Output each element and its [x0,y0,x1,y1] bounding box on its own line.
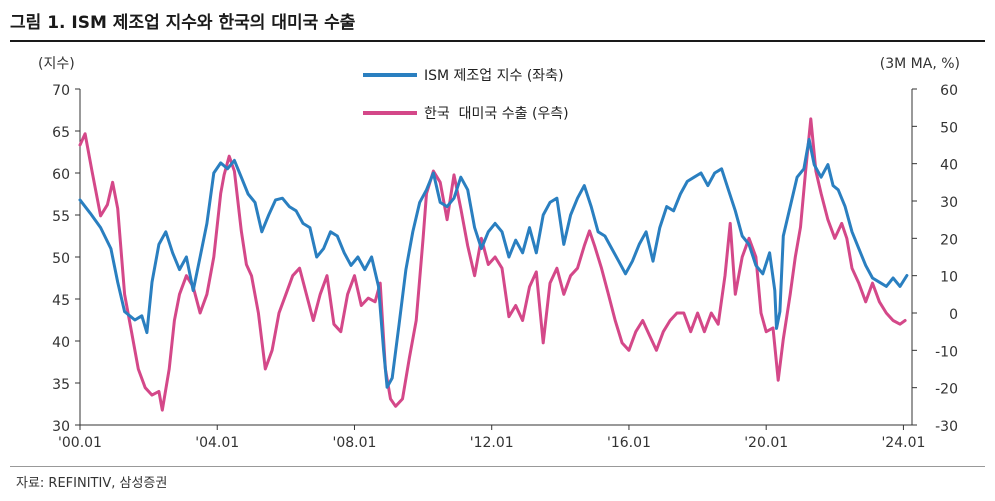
x-axis-ticks: '00.01 '04.01 '08.01 '12.01 '16.01 '20.01 '24.… [58,425,925,451]
left-tick-label: 45 [52,293,70,309]
right-tick-label: 60 [940,83,958,99]
right-tick-label: 0 [949,307,958,323]
left-tick-label: 35 [52,377,70,393]
x-tick-label: '08.01 [333,435,377,451]
x-tick-label: '24.01 [881,435,925,451]
source-note: 자료: REFINITIV, 삼성증권 [16,476,168,491]
legend: ISM 제조업 지수 (좌축) 한국 대미국 수출 (우측) [363,68,569,122]
legend-label-korea-exports: 한국 대미국 수출 (우측) [424,106,569,122]
left-tick-label: 70 [52,83,70,99]
left-tick-label: 55 [52,209,70,225]
series-line-ism [78,137,909,389]
left-axis-ticks: 30 35 40 45 50 55 60 65 70 [52,83,80,435]
right-tick-label: -10 [935,344,958,360]
right-tick-label: -20 [935,382,958,398]
right-tick-label: -30 [935,419,958,435]
right-tick-label: 10 [940,270,958,286]
title-divider [10,40,985,42]
right-tick-label: 40 [940,158,958,174]
legend-label-ism: ISM 제조업 지수 (좌축) [424,68,564,84]
left-tick-label: 60 [52,167,70,183]
x-tick-label: '12.01 [470,435,514,451]
right-tick-label: 50 [940,120,958,136]
chart-title: 그림 1. ISM 제조업 지수와 한국의 대미국 수출 [10,13,356,33]
x-tick-label: '00.01 [58,435,102,451]
x-tick-label: '20.01 [744,435,788,451]
source-divider [10,466,985,467]
left-tick-label: 30 [52,419,70,435]
series-line-korea-exports [78,117,907,412]
x-tick-label: '04.01 [195,435,239,451]
right-axis-ticks: -30 -20 -10 0 10 20 30 40 50 60 [912,83,958,435]
left-axis-unit: (지수) [38,56,75,72]
left-tick-label: 40 [52,335,70,351]
right-tick-label: 20 [940,232,958,248]
right-axis-unit: (3M MA, %) [880,56,960,72]
left-tick-label: 65 [52,125,70,141]
right-tick-label: 30 [940,195,958,211]
x-tick-label: '16.01 [607,435,651,451]
left-tick-label: 50 [52,251,70,267]
